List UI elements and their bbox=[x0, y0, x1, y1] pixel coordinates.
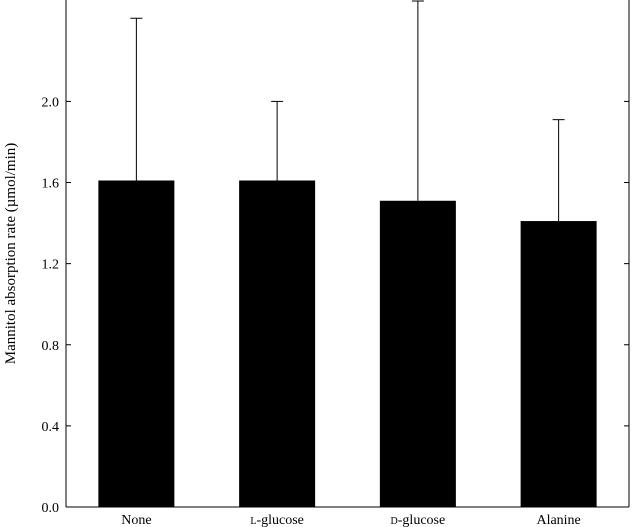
x-tick-label-text: None bbox=[121, 513, 151, 527]
bar bbox=[239, 180, 316, 507]
bar bbox=[520, 221, 597, 507]
y-tick-label: 0.8 bbox=[42, 339, 60, 354]
x-tick-label-text: Alanine bbox=[536, 513, 580, 527]
x-tick-label: None bbox=[121, 513, 151, 527]
y-tick-label: 1.6 bbox=[42, 177, 60, 192]
x-tick-label-prefix: d bbox=[391, 513, 398, 527]
x-tick-label: l-glucose bbox=[250, 513, 304, 527]
x-tick-label-text: -glucose bbox=[256, 513, 303, 527]
y-axis-title: Mannitol absorption rate (µmol/min) bbox=[3, 143, 19, 365]
y-tick-label: 2.0 bbox=[42, 95, 60, 110]
plot-area: 0.0 0.4 0.8 1.2 1.6 2.0 Mannitol absorption ra… bbox=[3, 0, 630, 527]
bar bbox=[379, 200, 456, 507]
y-tick-label: 1.2 bbox=[42, 258, 60, 273]
x-tick-label-prefix: l bbox=[250, 513, 256, 527]
bar bbox=[98, 180, 175, 507]
x-tick-label: d-glucose bbox=[391, 513, 446, 527]
y-tick-label: 0.0 bbox=[42, 501, 60, 516]
y-tick-label: 0.4 bbox=[42, 420, 60, 435]
x-tick-label-text: -glucose bbox=[398, 513, 445, 527]
x-tick-label: Alanine bbox=[536, 513, 580, 527]
